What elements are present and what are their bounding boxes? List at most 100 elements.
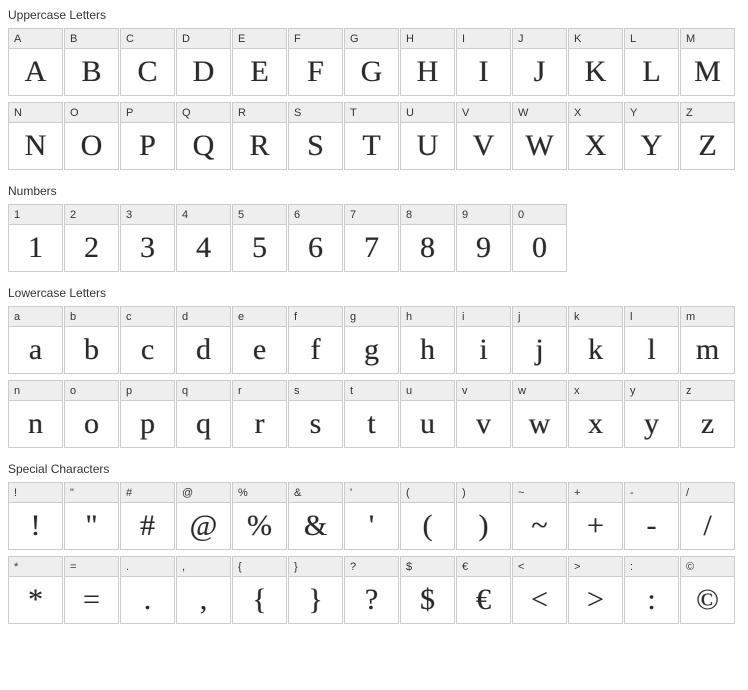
char-glyph: O (65, 123, 118, 169)
char-label: X (569, 103, 622, 123)
char-label: G (345, 29, 398, 49)
char-cell: XX (568, 102, 623, 170)
char-cell: oo (64, 380, 119, 448)
char-label: o (65, 381, 118, 401)
char-cell: WW (512, 102, 567, 170)
char-cell: gg (344, 306, 399, 374)
char-glyph: 1 (9, 225, 62, 271)
char-label: n (9, 381, 62, 401)
char-glyph: s (289, 401, 342, 447)
char-glyph: I (457, 49, 510, 95)
char-label: H (401, 29, 454, 49)
char-cell: ++ (568, 482, 623, 550)
char-cell: ee (232, 306, 287, 374)
char-glyph: K (569, 49, 622, 95)
char-label: O (65, 103, 118, 123)
char-glyph: * (9, 577, 62, 623)
char-glyph: ) (457, 503, 510, 549)
char-glyph: z (681, 401, 734, 447)
char-label: p (121, 381, 174, 401)
char-cell: 66 (288, 204, 343, 272)
char-cell: !! (8, 482, 63, 550)
char-glyph: < (513, 577, 566, 623)
char-label: 9 (457, 205, 510, 225)
char-cell: DD (176, 28, 231, 96)
char-label: B (65, 29, 118, 49)
char-label: S (289, 103, 342, 123)
char-row: nnooppqqrrssttuuvvwwxxyyzz (8, 380, 740, 448)
char-cell: qq (176, 380, 231, 448)
char-glyph: © (681, 577, 734, 623)
char-cell: JJ (512, 28, 567, 96)
char-glyph: + (569, 503, 622, 549)
section-3: Special Characters!!""##@@%%&&''(())~~++… (8, 462, 740, 624)
char-label: € (457, 557, 510, 577)
char-cell: )) (456, 482, 511, 550)
char-label: Z (681, 103, 734, 123)
char-cell: }} (288, 556, 343, 624)
char-glyph: C (121, 49, 174, 95)
char-cell: && (288, 482, 343, 550)
char-label: P (121, 103, 174, 123)
section-title: Numbers (8, 184, 740, 198)
char-glyph: € (457, 577, 510, 623)
char-cell: vv (456, 380, 511, 448)
char-glyph: S (289, 123, 342, 169)
char-glyph: ' (345, 503, 398, 549)
char-cell: 11 (8, 204, 63, 272)
char-row: NNOOPPQQRRSSTTUUVVWWXXYYZZ (8, 102, 740, 170)
char-glyph: } (289, 577, 342, 623)
char-label: U (401, 103, 454, 123)
char-label: ! (9, 483, 62, 503)
char-cell: AA (8, 28, 63, 96)
char-label: = (65, 557, 118, 577)
char-label: . (121, 557, 174, 577)
char-glyph: 3 (121, 225, 174, 271)
char-cell: PP (120, 102, 175, 170)
char-label: D (177, 29, 230, 49)
char-cell: .. (120, 556, 175, 624)
char-glyph: p (121, 401, 174, 447)
char-cell: == (64, 556, 119, 624)
char-glyph: k (569, 327, 622, 373)
char-cell: '' (344, 482, 399, 550)
char-cell: HH (400, 28, 455, 96)
char-glyph: E (233, 49, 286, 95)
char-label: > (569, 557, 622, 577)
char-label: C (121, 29, 174, 49)
section-title: Special Characters (8, 462, 740, 476)
char-glyph: Q (177, 123, 230, 169)
char-label: + (569, 483, 622, 503)
char-label: ' (345, 483, 398, 503)
char-label: z (681, 381, 734, 401)
font-character-map: Uppercase LettersAABBCCDDEEFFGGHHIIJJKKL… (8, 8, 740, 624)
section-title: Lowercase Letters (8, 286, 740, 300)
char-glyph: B (65, 49, 118, 95)
char-glyph: = (65, 577, 118, 623)
char-cell: YY (624, 102, 679, 170)
char-cell: -- (624, 482, 679, 550)
char-label: 7 (345, 205, 398, 225)
char-glyph: D (177, 49, 230, 95)
char-label: I (457, 29, 510, 49)
char-glyph: y (625, 401, 678, 447)
char-label: < (513, 557, 566, 577)
char-label: w (513, 381, 566, 401)
char-glyph: % (233, 503, 286, 549)
char-glyph: ~ (513, 503, 566, 549)
char-cell: cc (120, 306, 175, 374)
char-cell: $$ (400, 556, 455, 624)
char-label: j (513, 307, 566, 327)
char-cell: €€ (456, 556, 511, 624)
char-cell: BB (64, 28, 119, 96)
char-row: AABBCCDDEEFFGGHHIIJJKKLLMM (8, 28, 740, 96)
char-cell: << (512, 556, 567, 624)
char-glyph: , (177, 577, 230, 623)
char-cell: 88 (400, 204, 455, 272)
char-glyph: o (65, 401, 118, 447)
char-glyph: Y (625, 123, 678, 169)
char-glyph: 4 (177, 225, 230, 271)
char-label: : (625, 557, 678, 577)
char-glyph: # (121, 503, 174, 549)
char-label: t (345, 381, 398, 401)
